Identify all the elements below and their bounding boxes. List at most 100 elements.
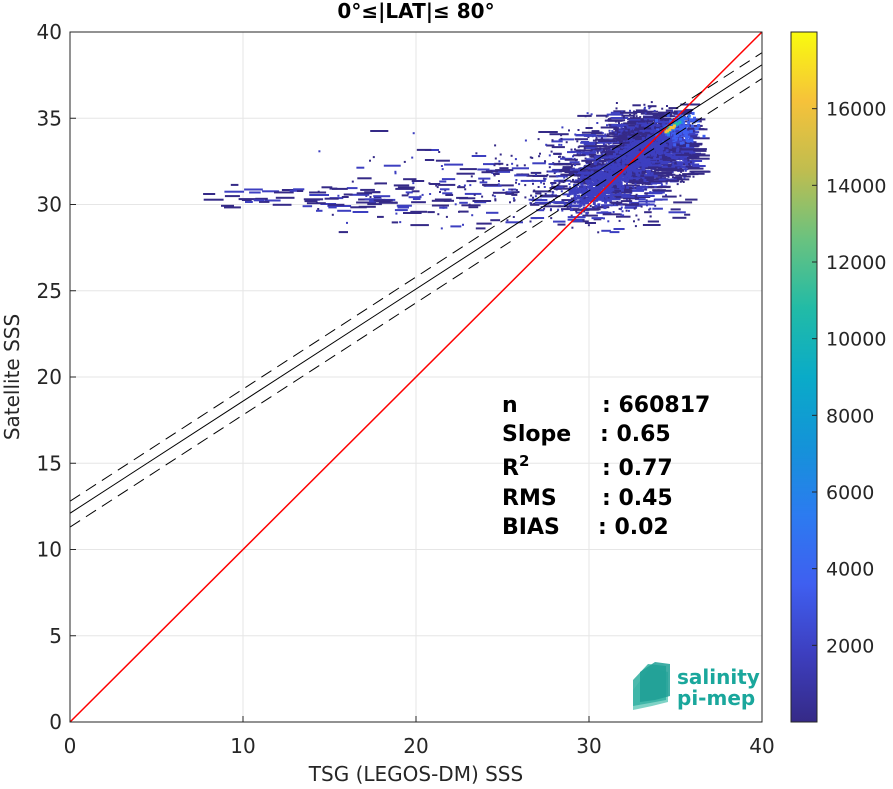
colorbar-tick-label: 6000 — [826, 482, 874, 504]
heat-cell — [633, 207, 636, 210]
heat-cell — [253, 199, 265, 202]
heat-cell — [548, 166, 551, 169]
heat-cell — [659, 123, 662, 126]
heat-cell — [611, 187, 615, 191]
heat-cell — [655, 122, 658, 125]
heat-cell — [561, 168, 575, 171]
heat-cell — [486, 211, 499, 214]
colorbar-tick-label: 16000 — [826, 99, 886, 121]
stat-value: : 660817 — [602, 393, 710, 418]
salinity-pi-mep-logo: salinity pi-mep — [633, 662, 760, 710]
heat-cell — [608, 170, 612, 174]
heat-cell — [255, 197, 268, 200]
heat-cell — [654, 169, 657, 172]
heat-cell — [505, 221, 523, 224]
heat-cell — [558, 143, 561, 146]
heat-cell — [461, 204, 481, 207]
heat-cell — [615, 102, 618, 104]
heat-cell — [662, 122, 666, 126]
heat-cell — [671, 126, 675, 130]
heat-cell — [530, 202, 533, 205]
heat-cell — [645, 158, 649, 162]
heat-cell — [557, 223, 566, 226]
heat-cell — [692, 119, 696, 122]
heat-cell — [352, 211, 369, 213]
heat-cell — [680, 150, 694, 153]
heat-cell — [600, 197, 604, 201]
heat-cell — [578, 190, 582, 193]
heat-cell — [416, 148, 432, 151]
heat-cell — [650, 130, 654, 134]
heat-cell — [438, 151, 441, 153]
heat-cell — [264, 199, 281, 202]
heat-cell — [629, 155, 633, 159]
heat-cell — [633, 111, 651, 113]
heat-cell — [695, 127, 699, 131]
heat-cell — [530, 194, 533, 197]
heat-cell — [627, 127, 630, 130]
heat-cell — [607, 220, 610, 223]
heat-cell — [645, 121, 648, 124]
heat-cell — [685, 165, 699, 168]
heat-cell — [369, 196, 372, 198]
heat-cell — [614, 203, 616, 206]
heat-cell — [605, 166, 609, 170]
heat-cell — [604, 182, 608, 186]
heat-cell — [609, 189, 613, 193]
heat-cell — [238, 198, 257, 201]
heat-cell — [648, 127, 660, 130]
heat-cell — [645, 166, 662, 168]
heat-cell — [553, 152, 562, 155]
heat-cell — [563, 202, 567, 206]
heat-cell — [640, 146, 644, 149]
heat-cell — [585, 161, 592, 164]
heat-cell — [686, 144, 689, 148]
stat-value: : 0.65 — [600, 422, 671, 447]
heat-cell — [618, 184, 622, 187]
heat-cell — [672, 216, 687, 219]
heat-cell — [598, 135, 607, 138]
heat-cell — [615, 150, 619, 154]
heat-cell — [581, 154, 584, 156]
heat-cell — [655, 136, 659, 140]
heat-cell — [621, 113, 624, 116]
heat-cell — [607, 166, 611, 170]
heat-cell — [636, 127, 651, 130]
heat-cell — [571, 187, 575, 191]
heat-cell — [535, 192, 542, 195]
heat-cell — [551, 146, 565, 149]
heat-cell — [619, 182, 623, 186]
heat-cell — [629, 193, 632, 196]
heat-cell — [595, 191, 599, 195]
heat-cell — [641, 137, 645, 140]
heat-cell — [672, 151, 687, 154]
heat-cell — [628, 152, 631, 156]
heat-cell — [672, 124, 676, 128]
heat-cell — [665, 149, 669, 153]
heat-cell — [643, 103, 646, 106]
heat-cell — [619, 141, 630, 144]
heat-cell — [652, 168, 655, 171]
heat-cell — [686, 139, 690, 143]
heat-cell — [610, 176, 613, 180]
heat-cell — [626, 185, 630, 189]
heat-cell — [623, 126, 636, 129]
heat-cell — [679, 194, 682, 197]
heat-cell — [589, 150, 592, 153]
heat-cell — [672, 131, 676, 134]
heat-cell — [622, 166, 626, 170]
heat-cell — [679, 145, 692, 148]
heat-cell — [638, 140, 642, 143]
heat-cell — [618, 147, 621, 150]
heat-cell — [582, 214, 598, 217]
heat-cell — [641, 177, 651, 180]
heat-cell — [577, 129, 580, 131]
heat-cell — [672, 112, 691, 115]
heat-cell — [281, 189, 296, 191]
heat-cell — [661, 130, 665, 134]
heat-cell — [613, 135, 629, 138]
heat-cell — [337, 194, 340, 197]
heat-cell — [203, 198, 224, 201]
heat-cell — [672, 140, 676, 144]
heat-cell — [517, 191, 520, 193]
